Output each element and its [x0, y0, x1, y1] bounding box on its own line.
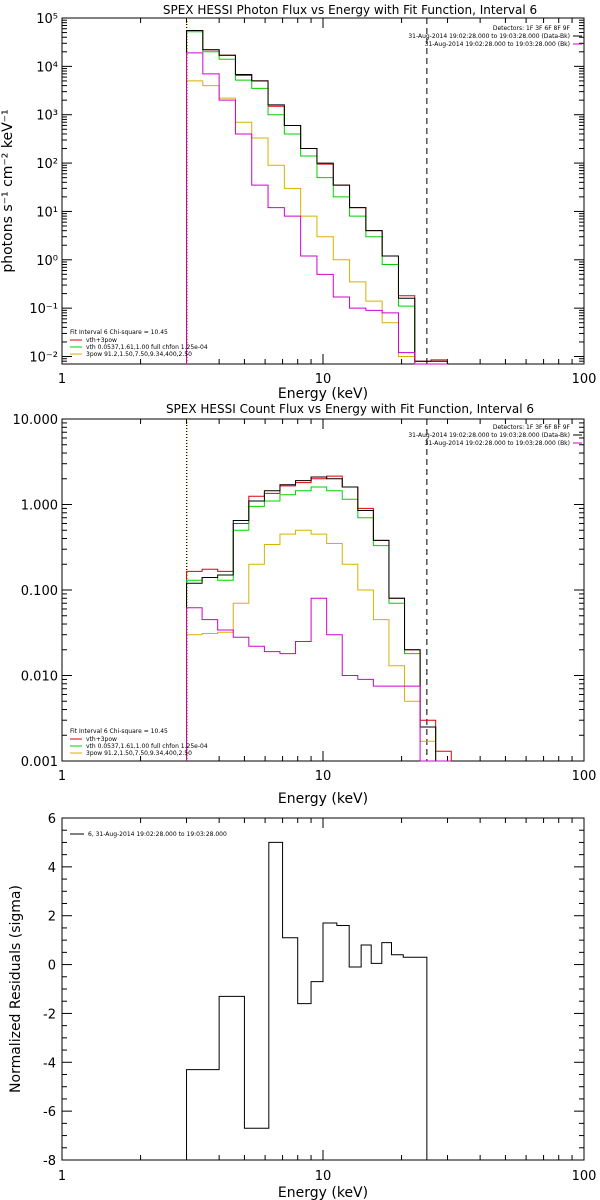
residuals-y-tick-labels: -8 -6 -4 -2 0 2 4 6 — [43, 812, 56, 1169]
y-tick-label: -8 — [43, 1154, 56, 1169]
y-tick-label: 0.001 — [21, 755, 58, 770]
count-flux-info-line-1: Detectors: 1F 3F 6F 8F 9F — [493, 424, 571, 431]
residuals-panel: 1 10 100 Energy (keV) Normalized Residua… — [8, 812, 596, 1200]
series-line-residuals — [186, 841, 428, 1160]
photon-flux-series — [186, 30, 448, 365]
y-tick-label: 10⁻² — [29, 351, 58, 366]
count-flux-legend-label: 3pow 91.2,1.50,7.50,9.34,400,2.50 — [86, 750, 192, 757]
count-flux-legend-label: vth+3pow — [86, 736, 117, 743]
count-flux-info-line-2: 31-Aug-2014 19:02:28.000 to 19:03:28.000… — [408, 432, 570, 439]
count-flux-x-tick-label: 10 — [315, 769, 332, 784]
photon-flux-x-tick-label: 1 — [58, 372, 66, 387]
count-flux-series — [186, 475, 452, 762]
series-line-vth+3pow — [186, 475, 452, 761]
count-flux-ticks — [61, 418, 584, 762]
y-tick-label: 0 — [48, 959, 56, 974]
series-line-vth — [186, 486, 452, 762]
photon-flux-reference-lines — [186, 18, 428, 364]
photon-flux-info-line-3: 31-Aug-2014 19:02:28.000 to 19:03:28.000… — [425, 41, 570, 48]
series-line-vth+3pow — [186, 30, 448, 364]
series-line-3pow — [186, 529, 452, 762]
photon-flux-x-tick-label: 100 — [572, 372, 597, 387]
series-line-Data-Bk — [186, 476, 452, 762]
series-line-vth — [186, 31, 448, 365]
residuals-x-axis-label: Energy (keV) — [278, 1185, 368, 1200]
series-line-3pow — [186, 80, 448, 365]
count-flux-x-tick-label: 100 — [572, 769, 597, 784]
count-flux-y-tick-labels: 0.001 0.010 0.100 1.000 10.000 — [13, 413, 59, 770]
photon-flux-y-axis-label: photons s⁻¹ cm⁻² keV⁻¹ — [0, 109, 16, 272]
photon-flux-info-line-1: Detectors: 1F 3F 6F 8F 9F — [493, 25, 571, 32]
y-tick-label: 10⁵ — [36, 12, 58, 27]
y-tick-label: 10⁻¹ — [29, 302, 58, 317]
count-flux-info-line-3: 31-Aug-2014 19:02:28.000 to 19:03:28.000… — [425, 440, 570, 447]
series-line-Bk — [186, 597, 452, 762]
y-tick-label: 6 — [48, 812, 56, 827]
photon-flux-legend-label: 3pow 91.2,1.50,7.50,9.34,400,2.50 — [86, 351, 192, 358]
residuals-ticks — [61, 817, 584, 1161]
count-flux-x-axis-label: Energy (keV) — [278, 791, 368, 807]
residuals-series — [186, 841, 428, 1160]
count-flux-legend-header: Fit Interval 6 Chi-square = 10.45 — [70, 728, 168, 735]
series-line-Data-Bk — [186, 30, 448, 364]
photon-flux-legend-label: vth+3pow — [86, 337, 117, 344]
count-flux-panel: SPEX HESSI Count Flux vs Energy with Fit… — [13, 402, 597, 807]
y-tick-label: 10¹ — [36, 205, 58, 220]
count-flux-legend-label: vth 0.0537,1.61,1.00 full chfon 1.25e-04 — [86, 743, 208, 750]
photon-flux-axes — [61, 17, 585, 365]
y-tick-label: 1.000 — [21, 499, 58, 514]
count-flux-x-tick-label: 1 — [58, 769, 66, 784]
count-flux-title: SPEX HESSI Count Flux vs Energy with Fit… — [166, 402, 534, 416]
residuals-x-tick-label: 10 — [315, 1169, 332, 1184]
residuals-legend-label: 6, 31-Aug-2014 19:02:28.000 to 19:03:28.… — [88, 831, 227, 838]
y-tick-label: 2 — [48, 910, 56, 925]
residuals-legend: 6, 31-Aug-2014 19:02:28.000 to 19:03:28.… — [70, 831, 227, 838]
y-tick-label: 10⁴ — [36, 60, 58, 75]
y-tick-label: -6 — [43, 1105, 56, 1120]
photon-flux-info-line-2: 31-Aug-2014 19:02:28.000 to 19:03:28.000… — [408, 33, 570, 40]
photon-flux-ticks — [61, 17, 584, 365]
photon-flux-y-tick-labels: 10⁻² 10⁻¹ 10⁰ 10¹ 10² 10³ 10⁴ 10⁵ — [29, 12, 58, 366]
photon-flux-legend-label: vth 0.0537,1.61,1.00 full chfon 1.25e-04 — [86, 344, 208, 351]
photon-flux-legend-header: Fit Interval 6 Chi-square = 10.45 — [70, 329, 168, 336]
y-tick-label: 0.100 — [21, 584, 58, 599]
y-tick-label: 10⁰ — [36, 254, 58, 269]
y-tick-label: -2 — [43, 1007, 56, 1022]
photon-flux-x-tick-label: 10 — [315, 372, 332, 387]
residuals-axes — [61, 817, 585, 1161]
photon-flux-panel: SPEX HESSI Photon Flux vs Energy with Fi… — [0, 3, 596, 402]
y-tick-label: -4 — [43, 1056, 56, 1071]
y-tick-label: 0.010 — [21, 670, 58, 685]
count-flux-reference-lines — [186, 419, 428, 761]
residuals-y-axis-label: Normalized Residuals (sigma) — [8, 885, 24, 1093]
residuals-x-tick-label: 1 — [58, 1169, 66, 1184]
photon-flux-x-axis-label: Energy (keV) — [278, 386, 368, 402]
count-flux-legend: Fit Interval 6 Chi-square = 10.45 vth+3p… — [70, 728, 208, 757]
count-flux-axes — [61, 418, 585, 762]
photon-flux-title: SPEX HESSI Photon Flux vs Energy with Fi… — [163, 3, 537, 17]
photon-flux-legend: Fit Interval 6 Chi-square = 10.45 vth+3p… — [70, 329, 208, 358]
residuals-x-tick-label: 100 — [572, 1169, 597, 1184]
y-tick-label: 10³ — [36, 109, 58, 124]
y-tick-label: 4 — [48, 861, 56, 876]
series-line-Bk — [186, 52, 448, 365]
y-tick-label: 10² — [36, 157, 58, 172]
y-tick-label: 10.000 — [13, 413, 59, 428]
